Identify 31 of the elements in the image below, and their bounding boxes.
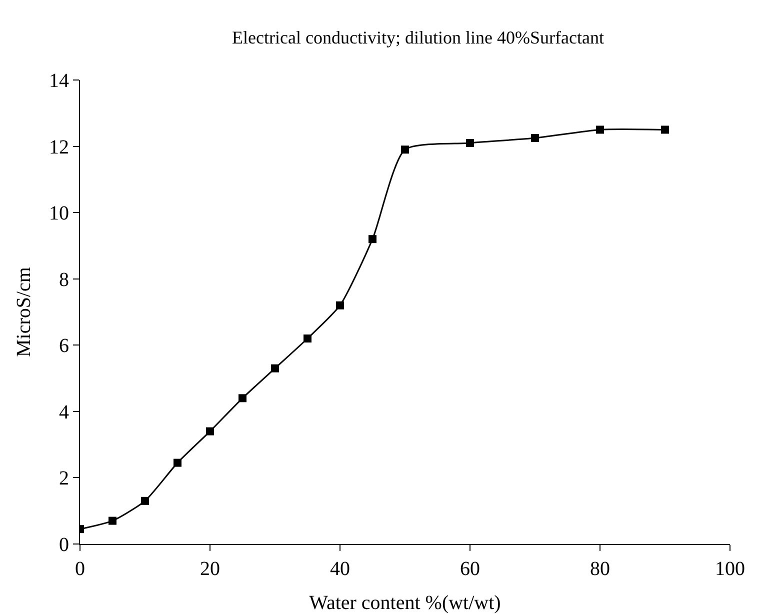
x-tick-label: 80 [590,558,610,580]
x-tick-label: 40 [330,558,350,580]
y-tick-label: 6 [59,335,69,358]
y-tick-label: 2 [59,468,69,490]
chart-title: Electrical conductivity; dilution line 40%Surfactant [232,27,604,48]
point [596,126,604,134]
x-tick-label: 20 [200,558,220,580]
point [238,394,246,402]
x-tick-label: 100 [715,558,745,580]
y-tick-label: 4 [59,401,69,424]
point [108,516,116,525]
point [368,235,376,244]
point [271,364,279,372]
point [531,134,539,142]
y-tick-label: 14 [49,70,69,92]
point [336,301,344,310]
x-tick-label: 0 [75,558,85,580]
point [466,138,474,147]
point [401,146,409,154]
y-tick-label: 0 [59,534,69,556]
point [174,458,182,467]
x-tick-label: 60 [460,558,480,580]
point [206,427,214,436]
x-axis-title: Water content %(wt/wt) [309,592,501,614]
y-axis-title: MicroS/cm [13,266,35,357]
y-tick-label: 12 [49,136,69,158]
y-tick-label: 10 [49,202,69,225]
point [304,334,312,343]
point [661,126,669,134]
y-tick-label: 8 [59,268,69,291]
point [141,496,149,505]
